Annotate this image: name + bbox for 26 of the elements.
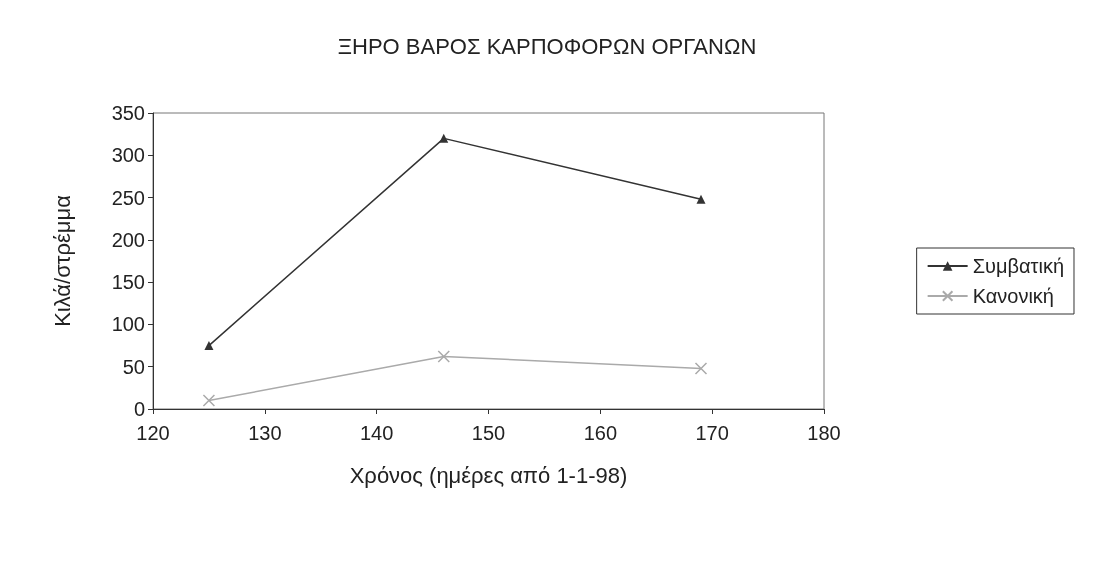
y-tick-label: 250 <box>111 186 145 209</box>
x-tick-label: 120 <box>136 422 170 444</box>
y-tick-label: 100 <box>111 313 145 336</box>
y-tick-label: 350 <box>111 102 145 124</box>
x-tick-label: 150 <box>471 422 506 444</box>
point <box>694 362 708 375</box>
y-axis-title: Κιλά/στρέμμα <box>49 194 75 327</box>
y-tick-label: 200 <box>111 228 145 251</box>
y-tick-label: 300 <box>111 144 145 167</box>
chart-title: ΞΗΡΟ ΒΑΡΟΣ ΚΑΡΠΟΦΟΡΩΝ ΟΡΓΑΝΩΝ <box>337 33 757 59</box>
x-tick-label: 140 <box>359 422 394 444</box>
point <box>202 394 216 407</box>
point <box>696 194 706 204</box>
x-tick-label: 130 <box>248 422 282 444</box>
x-tick-label: 160 <box>583 422 618 444</box>
x-tick-label: 170 <box>695 422 729 444</box>
x-axis-title: Χρόνος (ημέρες από 1-1-98) <box>349 462 628 488</box>
y-tick-label: 150 <box>111 271 145 294</box>
point <box>439 133 449 143</box>
legend-label: Κανονική <box>972 285 1054 307</box>
x-tick-label: 180 <box>807 422 841 444</box>
y-tick-label: 50 <box>122 355 145 378</box>
point <box>437 350 451 363</box>
y-tick-label: 0 <box>133 398 145 420</box>
point <box>204 341 214 351</box>
legend-label: Συμβατική <box>972 255 1064 277</box>
